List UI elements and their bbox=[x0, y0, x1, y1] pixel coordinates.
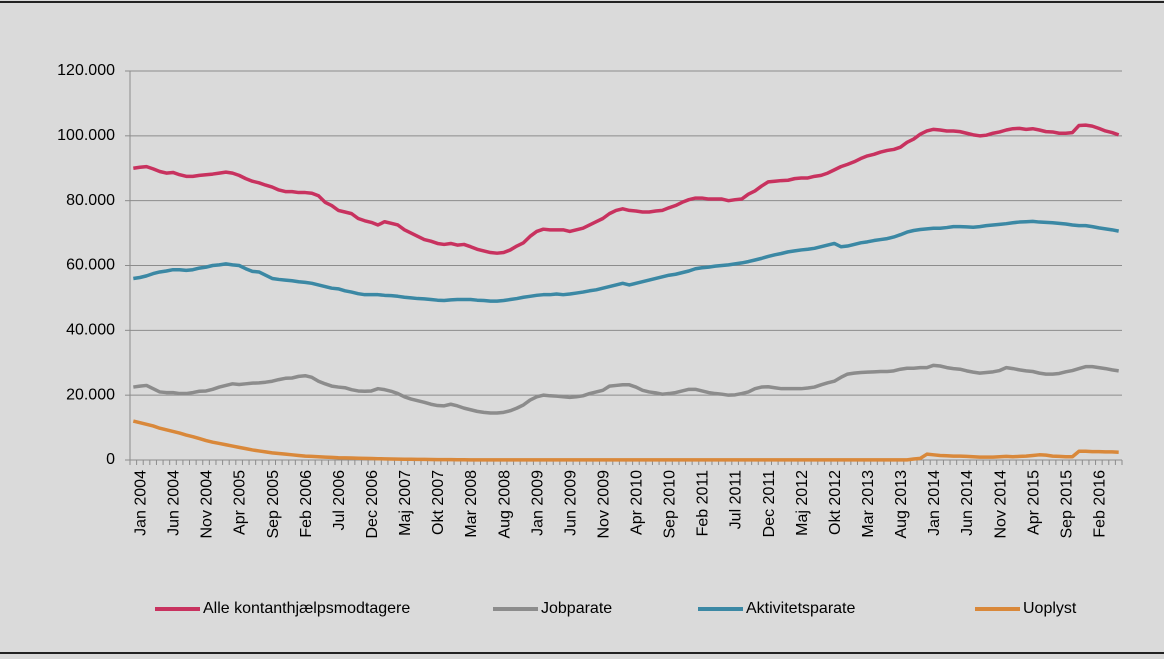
x-tick-label: Jan 2004 bbox=[133, 470, 150, 536]
x-tick-label: Nov 2009 bbox=[595, 470, 612, 539]
x-tick-label: Apr 2010 bbox=[629, 470, 646, 535]
x-tick-label: Feb 2011 bbox=[695, 470, 712, 537]
x-tick-label: Sep 2010 bbox=[662, 470, 679, 539]
x-tick-label: Maj 2007 bbox=[397, 470, 414, 536]
x-tick-label: Jul 2006 bbox=[331, 470, 348, 531]
x-tick-label: Sep 2005 bbox=[265, 470, 282, 539]
x-tick-label: Feb 2006 bbox=[298, 470, 315, 538]
x-tick-label: Aug 2008 bbox=[496, 470, 513, 539]
series-line bbox=[133, 219, 1120, 303]
x-tick-label: Nov 2004 bbox=[199, 470, 216, 539]
y-tick-label: 60.000 bbox=[66, 257, 115, 274]
x-tick-label: Jan 2009 bbox=[529, 470, 546, 536]
x-tick-label: Nov 2014 bbox=[992, 470, 1009, 539]
y-tick-label: 80.000 bbox=[66, 192, 115, 209]
x-tick-label: Okt 2012 bbox=[827, 470, 844, 535]
x-tick-label: Dec 2006 bbox=[364, 470, 381, 539]
legend-label: Uoplyst bbox=[1023, 600, 1077, 617]
x-tick-label: Apr 2005 bbox=[232, 470, 249, 535]
x-tick-label: Sep 2015 bbox=[1058, 470, 1075, 539]
legend-label: Jobparate bbox=[541, 600, 612, 617]
x-tick-label: Jul 2011 bbox=[728, 470, 745, 529]
legend-label: Aktivitetsparate bbox=[746, 600, 855, 617]
x-tick-label: Dec 2011 bbox=[761, 470, 778, 537]
series-line bbox=[132, 419, 1119, 462]
y-tick-label: 0 bbox=[106, 451, 115, 468]
x-tick-label: Aug 2013 bbox=[893, 470, 910, 539]
y-tick-label: 20.000 bbox=[66, 386, 115, 403]
x-tick-label: Okt 2007 bbox=[430, 470, 447, 535]
x-tick-label: Mar 2013 bbox=[860, 470, 877, 538]
x-tick-label: Jun 2009 bbox=[562, 470, 579, 536]
x-tick-label: Apr 2015 bbox=[1025, 470, 1042, 535]
x-tick-label: Jan 2014 bbox=[926, 470, 943, 536]
x-tick-label: Mar 2008 bbox=[463, 470, 480, 538]
x-tick-label: Jun 2014 bbox=[959, 470, 976, 536]
series-line bbox=[133, 123, 1120, 255]
y-tick-label: 40.000 bbox=[66, 322, 115, 339]
x-tick-label: Jun 2004 bbox=[166, 470, 183, 536]
y-tick-label: 100.000 bbox=[57, 127, 115, 144]
y-tick-label: 120.000 bbox=[57, 62, 115, 79]
legend-label: Alle kontanthjælpsmodtagere bbox=[203, 600, 410, 617]
x-tick-label: Maj 2012 bbox=[794, 470, 811, 536]
series-line bbox=[133, 363, 1119, 415]
x-tick-label: Feb 2016 bbox=[1091, 470, 1108, 538]
